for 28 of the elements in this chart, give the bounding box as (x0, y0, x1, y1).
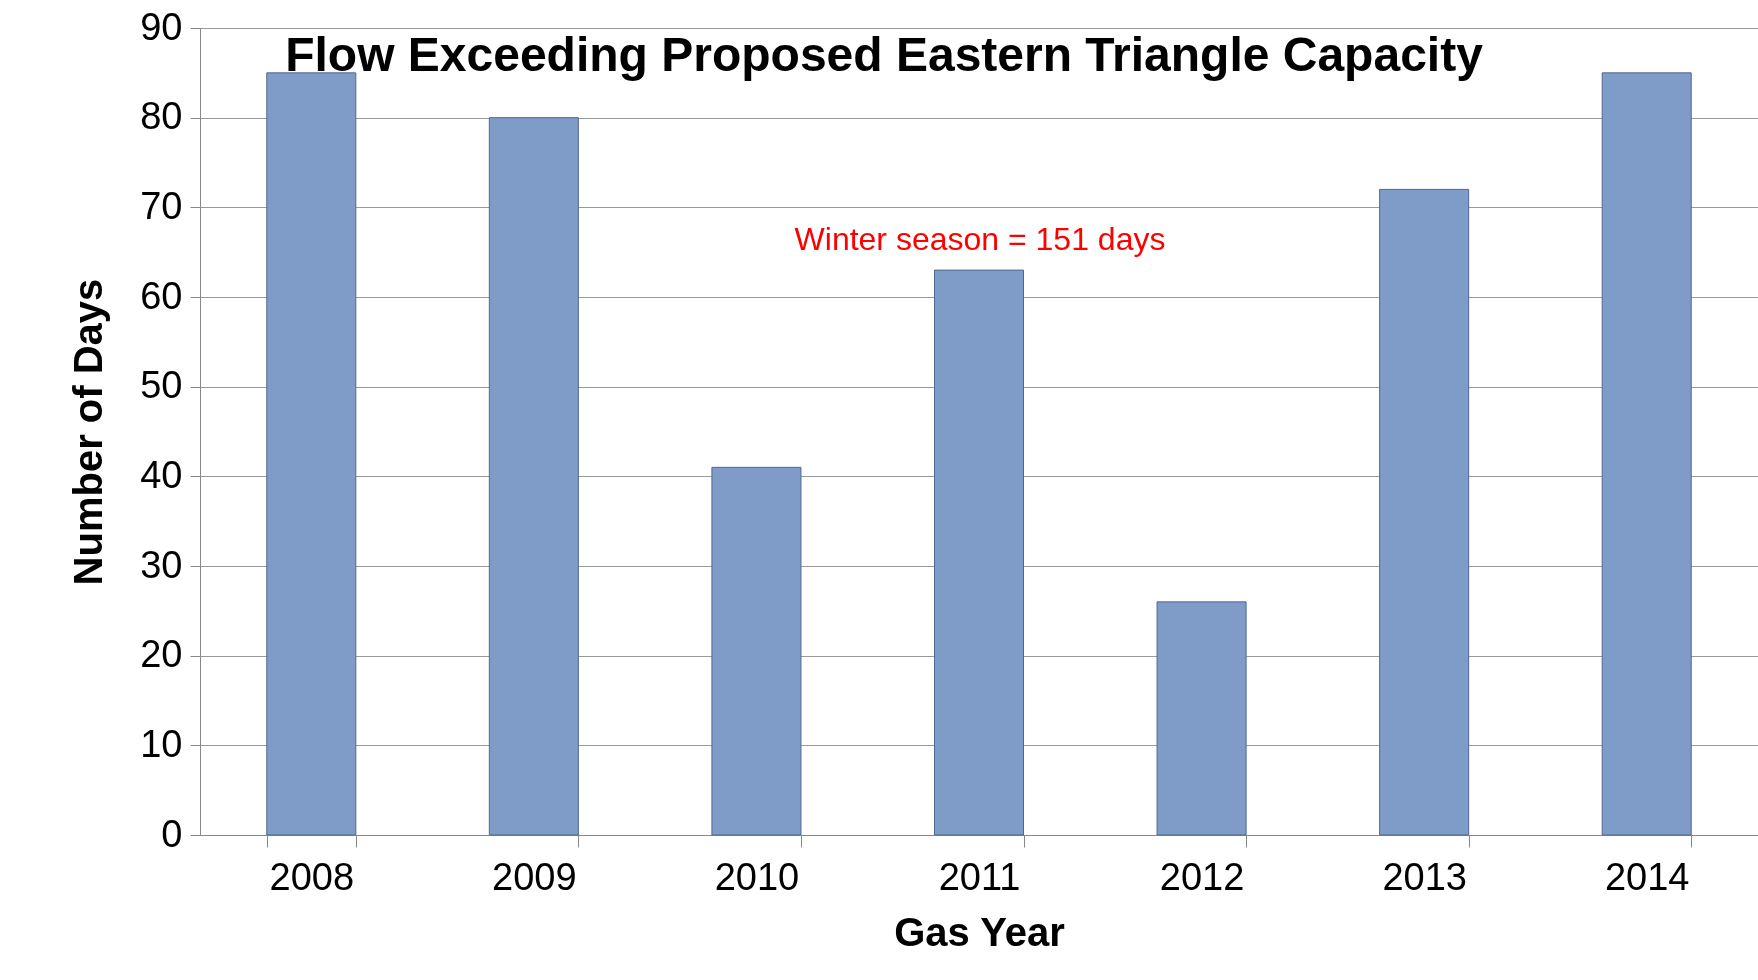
annotation: Winter season = 151 days (794, 221, 1166, 257)
bar (488, 117, 579, 836)
x-tick-label: 2010 (714, 855, 800, 898)
y-tick-label: 60 (140, 274, 183, 317)
bar (266, 72, 357, 836)
x-tick-label: 2009 (492, 855, 577, 898)
chart-title: Flow Exceeding Proposed Eastern Triangle Capacity (285, 28, 1484, 81)
bar (711, 466, 802, 836)
y-tick-label: 40 (140, 453, 183, 496)
x-tick-label: 2008 (269, 855, 355, 898)
x-tick-label: 2013 (1382, 855, 1467, 898)
x-axis-title: Gas Year (894, 909, 1065, 954)
x-tick-label: 2012 (1159, 855, 1245, 898)
y-tick-label: 10 (140, 722, 183, 765)
y-tick-label: 30 (140, 543, 183, 586)
y-tick-label: 0 (161, 812, 183, 855)
x-tick-label: 2014 (1604, 855, 1690, 898)
y-axis-title: Number of Days (66, 278, 111, 586)
bar (1601, 72, 1692, 836)
y-tick-label: 50 (140, 364, 183, 407)
bar (1156, 601, 1247, 836)
y-tick-label: 70 (140, 184, 183, 227)
y-tick-label: 20 (140, 633, 183, 676)
bar (933, 269, 1025, 836)
x-tick-label: 2011 (938, 855, 1021, 898)
bar (1379, 188, 1470, 836)
y-tick-label: 90 (140, 5, 183, 48)
y-tick-label: 80 (140, 95, 183, 138)
